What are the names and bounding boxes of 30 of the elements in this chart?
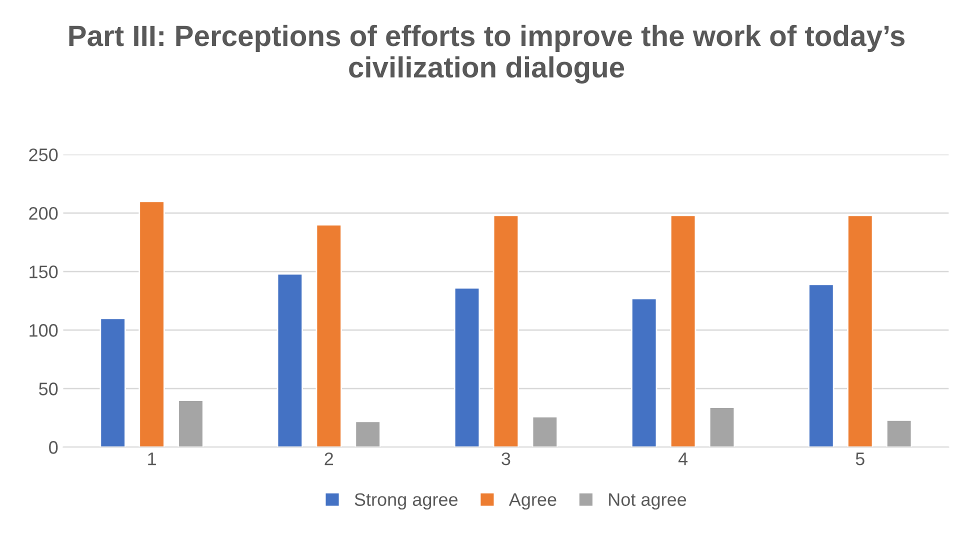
legend-label: Strong agree: [354, 493, 458, 510]
y-tick-label: 200: [29, 207, 58, 220]
bar: [630, 298, 658, 448]
y-tick-label: 100: [30, 324, 58, 337]
y-tick-label: 50: [39, 382, 58, 396]
y-tick-label: 0: [49, 441, 58, 454]
bar: [708, 406, 736, 448]
bar: [847, 214, 874, 448]
bar: [276, 273, 304, 448]
legend-label: Not agree: [609, 493, 686, 510]
bar: [316, 224, 342, 448]
bar: [354, 420, 381, 448]
x-tick-label: 2: [324, 452, 333, 466]
bar: [532, 416, 558, 448]
y-tick-label: 250: [29, 148, 58, 162]
bar: [492, 214, 520, 448]
bar: [886, 420, 912, 448]
bar: [808, 284, 834, 448]
bar: [670, 214, 696, 448]
x-tick-label: 1: [148, 452, 156, 466]
legend-label: Agree: [508, 493, 556, 510]
x-tick-label: 3: [502, 452, 510, 466]
bar: [138, 200, 165, 448]
x-tick-label: 5: [856, 452, 864, 466]
bar: [454, 287, 480, 448]
y-tick-label: 150: [30, 266, 58, 278]
bar: [178, 400, 204, 448]
bar: [100, 318, 126, 448]
chart-title: Part III: Perceptions of efforts to improve the work of today’s civilization dialogue: [69, 24, 905, 84]
x-tick-label: 4: [678, 452, 688, 466]
